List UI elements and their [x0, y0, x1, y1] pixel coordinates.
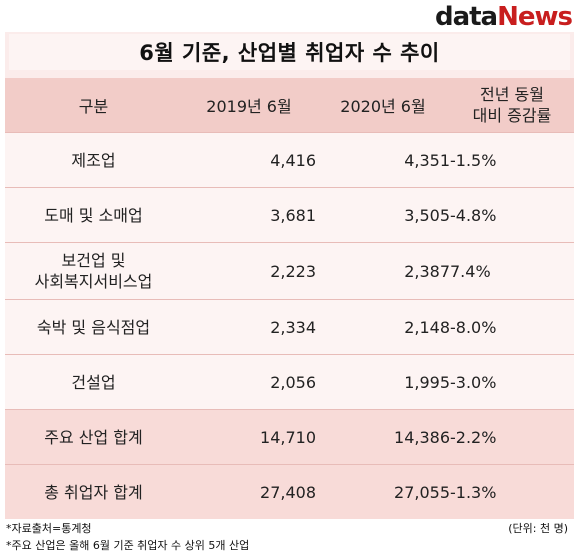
row-label: 숙박 및 음식점업 [5, 299, 182, 355]
datanews-logo: data News [434, 2, 573, 32]
value-2019: 3,681 [182, 187, 316, 243]
value-2019: 2,056 [182, 354, 316, 410]
value-2020: 27,055 [316, 464, 450, 519]
value-2019: 2,334 [182, 299, 316, 355]
change-rate: -1.3% [450, 464, 574, 519]
table-header-row: 구분 2019년 6월 2020년 6월 전년 동월 대비 증감률 [5, 78, 574, 133]
header-change-line1: 전년 동월 [480, 85, 544, 104]
value-2020: 2,387 [316, 242, 450, 300]
definition-note: *주요 산업은 올해 6월 기준 취업자 수 상위 5개 산업 [6, 539, 250, 552]
value-2020: 2,148 [316, 299, 450, 355]
page-title: 6월 기준, 산업별 취업자 수 추이 [139, 41, 440, 65]
value-2019: 27,408 [182, 464, 316, 519]
change-rate: 7.4% [450, 242, 574, 300]
value-2019: 4,416 [182, 132, 316, 188]
value-2020: 14,386 [316, 409, 450, 465]
header-2020: 2020년 6월 [316, 78, 450, 133]
header-2019: 2019년 6월 [182, 78, 316, 133]
unit-note: (단위: 천 명) [508, 522, 568, 535]
change-rate: -3.0% [450, 354, 574, 410]
row-label: 건설업 [5, 354, 182, 410]
value-2019: 2,223 [182, 242, 316, 300]
table-row: 건설업 2,056 1,995 -3.0% [5, 354, 574, 410]
row-label: 총 취업자 합계 [5, 464, 182, 519]
footnotes: *자료출처=통계청 *주요 산업은 올해 6월 기준 취업자 수 상위 5개 산… [6, 520, 572, 554]
table-row: 숙박 및 음식점업 2,334 2,148 -8.0% [5, 299, 574, 355]
change-rate: -1.5% [450, 132, 574, 188]
header-category: 구분 [5, 78, 182, 133]
change-rate: -4.8% [450, 187, 574, 243]
employment-table: 구분 2019년 6월 2020년 6월 전년 동월 대비 증감률 제조업 4,… [5, 78, 574, 519]
change-rate: -8.0% [450, 299, 574, 355]
table-row: 도매 및 소매업 3,681 3,505 -4.8% [5, 187, 574, 243]
logo-text-data: data [434, 2, 498, 32]
title-box: 6월 기준, 산업별 취업자 수 추이 [9, 34, 570, 70]
row-label: 도매 및 소매업 [5, 187, 182, 243]
value-2019: 14,710 [182, 409, 316, 465]
value-2020: 1,995 [316, 354, 450, 410]
table-row: 보건업 및 사회복지서비스업 2,223 2,387 7.4% [5, 242, 574, 300]
change-rate: -2.2% [450, 409, 574, 465]
value-2020: 3,505 [316, 187, 450, 243]
total-row-all-employed: 총 취업자 합계 27,408 27,055 -1.3% [5, 464, 574, 519]
row-label: 보건업 및 사회복지서비스업 [5, 242, 182, 300]
header-change: 전년 동월 대비 증감률 [450, 78, 574, 133]
table-row: 제조업 4,416 4,351 -1.5% [5, 132, 574, 188]
header-change-line2: 대비 증감률 [472, 106, 552, 125]
row-label: 제조업 [5, 132, 182, 188]
logo-text-news: News [497, 2, 573, 32]
total-row-major-industries: 주요 산업 합계 14,710 14,386 -2.2% [5, 409, 574, 465]
row-label: 주요 산업 합계 [5, 409, 182, 465]
source-note: *자료출처=통계청 [6, 522, 92, 535]
value-2020: 4,351 [316, 132, 450, 188]
